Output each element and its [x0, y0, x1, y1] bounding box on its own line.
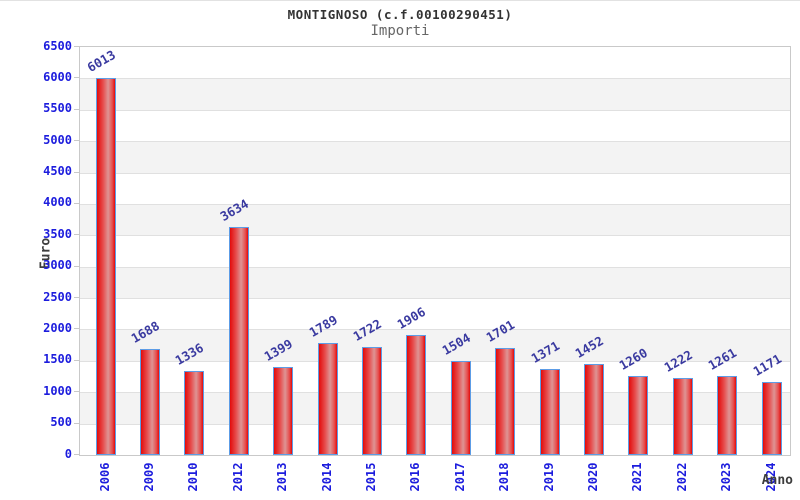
gridline: [80, 392, 790, 394]
x-tick-label: 2018: [497, 462, 512, 492]
bar: [139, 349, 160, 455]
y-tick-mark: [74, 202, 79, 204]
y-tick-mark: [74, 454, 79, 455]
gridline: [80, 360, 790, 362]
y-tick-mark: [74, 422, 79, 424]
y-tick-label: 1500: [43, 352, 72, 367]
y-tick-label: 6500: [43, 38, 72, 53]
x-tick-label: 2012: [230, 462, 245, 492]
x-axis-title: Anno: [761, 473, 793, 488]
y-tick-mark: [74, 140, 79, 142]
y-tick-label: 4000: [43, 195, 72, 210]
gridline: [80, 329, 790, 331]
y-tick-label: 6000: [43, 69, 72, 84]
bar: [539, 368, 560, 455]
gridline: [80, 141, 790, 143]
bar: [95, 77, 116, 455]
bar: [317, 342, 338, 455]
x-tick-label: 2013: [275, 462, 290, 492]
bar: [273, 367, 294, 455]
y-tick-label: 2500: [43, 289, 72, 304]
x-tick-label: 2009: [141, 462, 156, 492]
bar-value-label: 6013: [84, 46, 118, 75]
plot-area: 6013 1688 1336 3634 1399 1789 1722 1906 1504 1701…: [79, 46, 791, 456]
x-tick-label: 2023: [719, 462, 734, 492]
y-tick-mark: [74, 359, 79, 361]
x-tick-label: 2019: [541, 462, 556, 492]
grid-band: [80, 203, 790, 236]
y-tick-mark: [74, 328, 79, 330]
gridline: [80, 298, 790, 300]
y-tick-mark: [74, 108, 79, 110]
chart-title: MONTIGNOSO (c.f.00100290451): [287, 7, 513, 22]
gridline: [80, 266, 790, 268]
y-tick-mark: [74, 265, 79, 267]
chart-subtitle: Importi: [370, 23, 430, 39]
gridline: [80, 109, 790, 111]
x-tick-label: 2015: [363, 462, 378, 492]
y-tick-label: 2000: [43, 320, 72, 335]
y-tick-label: 5500: [43, 101, 72, 116]
y-tick-label: 3500: [43, 226, 72, 241]
bar: [184, 371, 205, 455]
x-tick-label: 2014: [319, 462, 334, 492]
y-tick-mark: [74, 171, 79, 173]
bar: [672, 378, 693, 455]
bar: [495, 348, 516, 455]
x-tick-label: 2010: [186, 462, 201, 492]
x-tick-label: 2022: [674, 462, 689, 492]
y-tick-label: 4500: [43, 164, 72, 179]
bar-value-label: 1906: [394, 304, 429, 333]
x-tick-label: 2006: [97, 462, 112, 492]
y-tick-mark: [74, 77, 79, 79]
x-tick-label: 2017: [452, 462, 467, 492]
x-tick-label: 2021: [630, 462, 645, 492]
x-tick-label: 2020: [585, 462, 600, 492]
grid-band: [80, 141, 790, 173]
bar: [717, 375, 738, 455]
bar: [628, 375, 649, 455]
bar: [228, 226, 249, 455]
bar: [361, 346, 382, 455]
y-tick-mark: [74, 46, 79, 47]
bar: [406, 335, 427, 455]
gridline: [80, 235, 790, 237]
y-tick-label: 5000: [43, 132, 72, 147]
bar: [450, 360, 471, 455]
y-tick-mark: [74, 297, 79, 299]
gridline: [80, 203, 790, 205]
bar: [761, 381, 782, 455]
y-tick-mark: [74, 391, 79, 393]
y-tick-label: 0: [64, 446, 72, 461]
grid-band: [80, 78, 790, 110]
bar: [583, 363, 604, 455]
gridline: [80, 423, 790, 425]
y-tick-mark: [74, 234, 79, 236]
y-tick-label: 1000: [43, 383, 72, 398]
grid-band: [80, 266, 790, 299]
grid-band: [80, 329, 790, 361]
gridline: [80, 78, 790, 80]
gridline: [80, 172, 790, 174]
y-tick-label: 500: [50, 415, 72, 430]
top-divider: [0, 0, 800, 1]
y-tick-label: 3000: [43, 258, 72, 273]
x-tick-label: 2016: [408, 462, 423, 492]
